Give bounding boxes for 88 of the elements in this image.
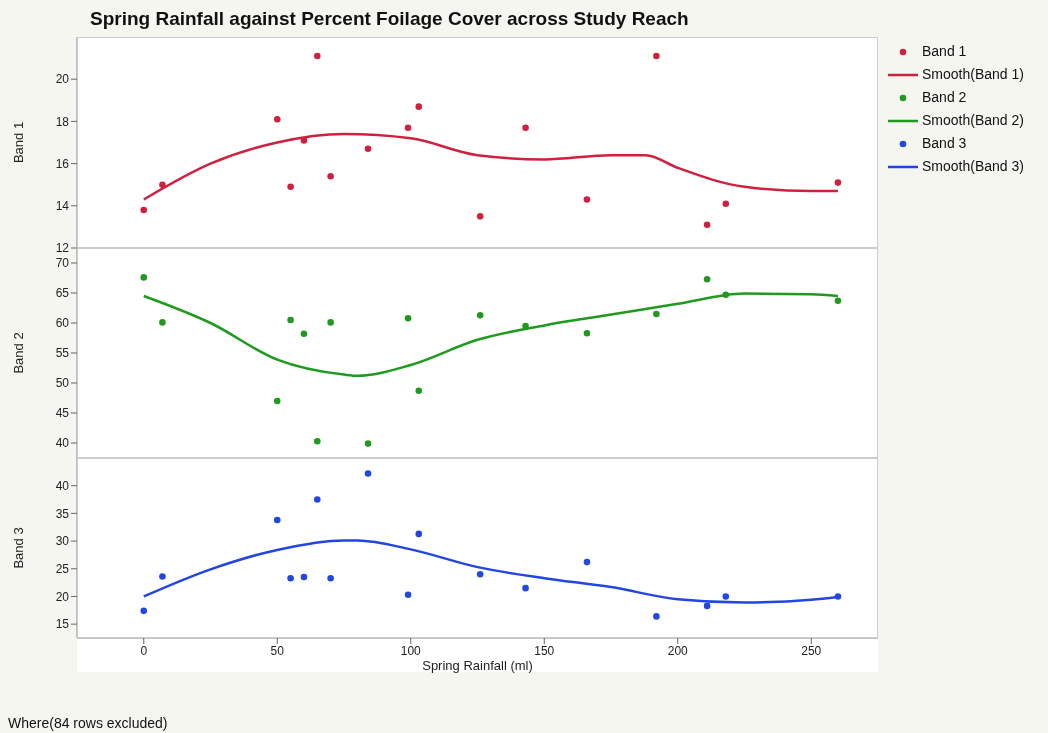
legend-label: Smooth(Band 2) <box>922 112 1024 129</box>
x-tick-label: 0 <box>140 643 148 658</box>
y-tick-label: 14 <box>55 199 70 214</box>
y-tick-label: 40 <box>55 436 70 451</box>
point <box>287 183 294 191</box>
point <box>415 103 423 110</box>
point <box>415 530 423 538</box>
point <box>300 137 308 144</box>
point <box>364 145 372 153</box>
y-tick-label: 30 <box>55 534 70 549</box>
point <box>653 310 660 318</box>
point <box>327 574 334 582</box>
point <box>404 591 412 599</box>
y-tick-label: 50 <box>55 376 70 391</box>
point <box>140 206 148 214</box>
point <box>300 573 308 581</box>
point <box>583 558 591 566</box>
point <box>314 52 321 60</box>
x-tick-label: 100 <box>400 643 422 658</box>
point <box>583 329 591 337</box>
y-tick-label: 25 <box>55 562 70 577</box>
point <box>159 319 166 326</box>
point <box>476 311 484 319</box>
point <box>722 200 730 207</box>
y-tick-label: 16 <box>55 156 70 171</box>
text: Where(84 rows excluded) <box>8 715 168 731</box>
x-tick-label: 50 <box>270 643 285 658</box>
y-tick-label: 40 <box>55 478 70 493</box>
point <box>703 602 711 610</box>
point <box>314 496 321 503</box>
point <box>834 297 842 305</box>
point <box>834 593 842 600</box>
point <box>327 319 334 326</box>
x-tick-label: 150 <box>534 643 555 658</box>
y-tick-label: 15 <box>55 617 70 632</box>
point <box>522 584 529 592</box>
y-tick-label: 12 <box>55 241 70 256</box>
chart-title: Spring Rainfall against Percent Foilage Cover across Study Reach <box>90 8 689 30</box>
point <box>273 516 281 524</box>
point <box>703 275 711 283</box>
legend-label: Smooth(Band 3) <box>922 158 1024 175</box>
point <box>140 274 148 281</box>
y-tick-label: 20 <box>55 589 70 604</box>
point <box>476 571 484 578</box>
point <box>415 387 423 395</box>
point <box>476 213 484 220</box>
y-tick-label: 35 <box>55 506 70 521</box>
point <box>314 437 321 445</box>
point <box>653 52 660 60</box>
x-tick-label: 250 <box>801 643 822 658</box>
legend-label: Band 3 <box>922 135 967 152</box>
point <box>364 470 372 477</box>
x-axis-title: Spring Rainfall (ml) <box>422 658 533 673</box>
y-axis-title: Band 3 <box>10 527 26 569</box>
y-axis-title: Band 2 <box>10 332 26 374</box>
point <box>287 574 294 582</box>
point <box>522 124 529 132</box>
point <box>364 440 372 447</box>
point <box>273 397 281 405</box>
legend-label: Smooth(Band 1) <box>922 66 1024 83</box>
point <box>287 316 294 324</box>
y-tick-label: 45 <box>55 406 70 421</box>
point <box>653 613 660 620</box>
y-tick-label: 18 <box>55 114 70 129</box>
point <box>327 172 334 180</box>
point <box>583 196 591 203</box>
y-tick-label: 65 <box>55 286 70 301</box>
line-series <box>142 132 840 201</box>
point <box>834 179 842 186</box>
x-tick-label: 200 <box>667 643 689 658</box>
y-tick-label: 70 <box>55 256 70 271</box>
point <box>273 116 281 123</box>
point <box>140 607 148 615</box>
y-axis-title: Band 1 <box>10 121 26 164</box>
legend-label: Band 2 <box>922 89 967 106</box>
point <box>300 330 308 338</box>
point <box>722 593 730 600</box>
point <box>722 291 730 299</box>
point <box>159 573 166 580</box>
legend-label: Band 1 <box>922 43 967 60</box>
y-tick-label: 20 <box>55 72 70 87</box>
y-tick-label: 55 <box>55 346 70 361</box>
point <box>703 221 711 229</box>
line-series <box>142 292 840 378</box>
point <box>159 181 166 188</box>
point <box>404 124 412 132</box>
y-tick-label: 60 <box>55 316 70 331</box>
point <box>404 314 412 322</box>
